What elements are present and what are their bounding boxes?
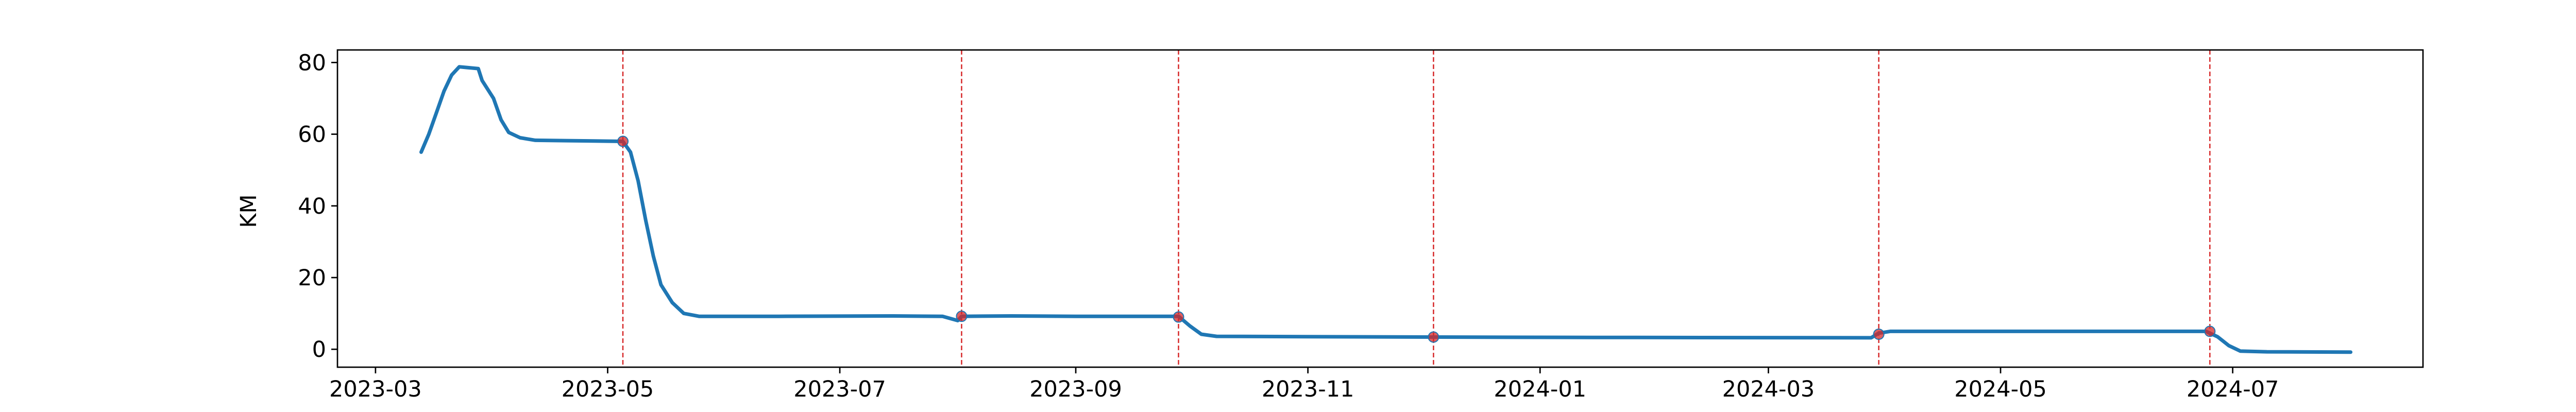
series-line bbox=[419, 65, 2353, 354]
change-point-marker bbox=[617, 135, 629, 147]
y-tick-label: 20 bbox=[298, 265, 326, 291]
x-tick-label: 2023-09 bbox=[1029, 376, 1122, 402]
y-axis-label: KM bbox=[236, 194, 262, 228]
y-tick-label: 40 bbox=[298, 194, 326, 219]
plot-area bbox=[419, 50, 2353, 367]
x-tick-label: 2024-07 bbox=[2187, 376, 2279, 402]
change-point-marker bbox=[2204, 325, 2216, 337]
x-tick-label: 2024-03 bbox=[1722, 376, 1815, 402]
y-tick-label: 60 bbox=[298, 122, 326, 148]
y-tick-label: 0 bbox=[312, 337, 326, 363]
change-point-marker bbox=[1428, 331, 1439, 343]
change-point-marker bbox=[1873, 328, 1885, 340]
change-point-marker bbox=[956, 311, 968, 322]
plot-frame bbox=[336, 49, 2424, 368]
y-tick-label: 80 bbox=[298, 50, 326, 76]
x-tick-label: 2023-03 bbox=[329, 376, 422, 402]
x-tick-label: 2023-11 bbox=[1262, 376, 1354, 402]
x-tick-label: 2023-07 bbox=[793, 376, 886, 402]
x-tick-label: 2024-01 bbox=[1494, 376, 1586, 402]
axes: 0 20 40 60 80 2023-03 2023-05 2023-07 2023-09 202… bbox=[298, 49, 2424, 402]
change-point-marker bbox=[1173, 311, 1184, 323]
x-tick-label: 2024-05 bbox=[1954, 376, 2047, 402]
x-tick-label: 2023-05 bbox=[562, 376, 654, 402]
